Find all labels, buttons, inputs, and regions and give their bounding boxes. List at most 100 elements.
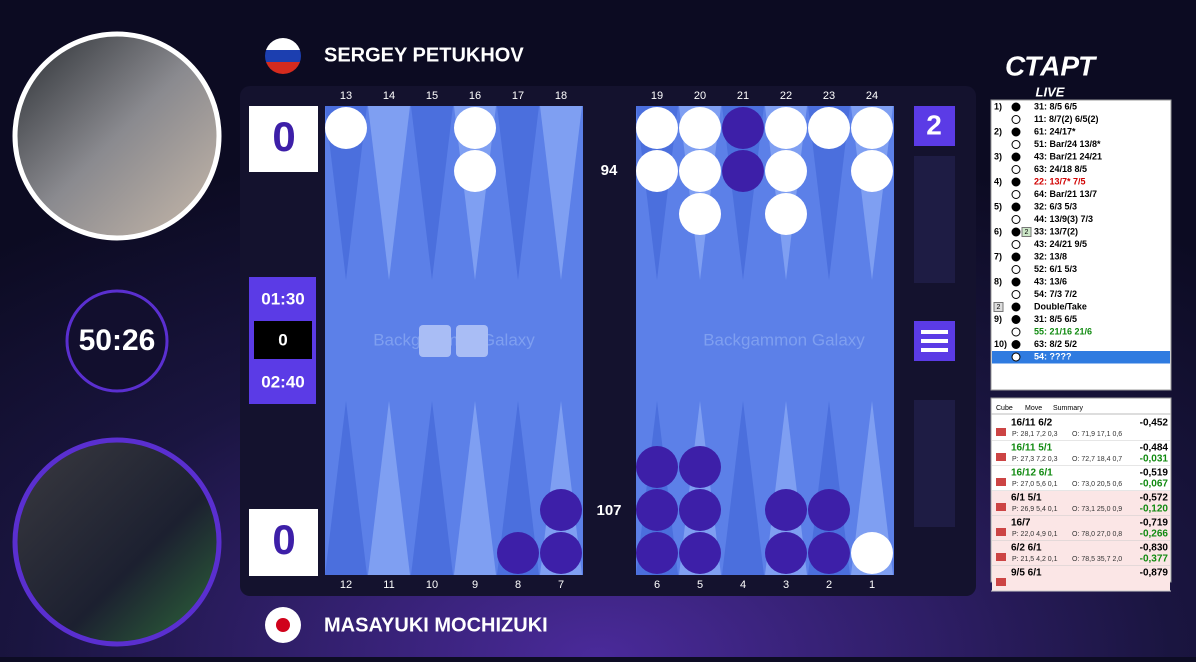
checker — [636, 150, 678, 192]
checker — [851, 107, 893, 149]
checker — [540, 489, 582, 531]
point-label: 16 — [469, 90, 481, 102]
analysis-diff: -0,266 — [1140, 529, 1169, 540]
point-label: 7 — [558, 579, 564, 591]
webcam-top — [12, 31, 222, 241]
point-triangle — [411, 106, 453, 280]
row-icon — [996, 453, 1006, 461]
point-label: 12 — [340, 579, 352, 591]
move-text: 44: 13/9(3) 7/3 — [1034, 214, 1093, 224]
point-label: 4 — [740, 579, 746, 591]
analysis-row — [992, 441, 1170, 466]
side-marker — [1011, 327, 1021, 337]
flag-japan-dot — [276, 618, 290, 632]
pip-count: 107 — [596, 502, 621, 519]
analysis-equity: -0,519 — [1140, 468, 1169, 479]
move-number: 8) — [994, 276, 1002, 286]
checker — [765, 193, 807, 235]
row-icon — [996, 578, 1006, 586]
side-marker — [1011, 277, 1021, 287]
checker — [765, 107, 807, 149]
analysis-row — [992, 566, 1170, 591]
analysis-tab[interactable]: Cube — [996, 405, 1013, 412]
checker — [497, 532, 539, 574]
side-marker — [1011, 102, 1021, 112]
side-marker — [1011, 240, 1021, 249]
point-label: 13 — [340, 90, 352, 102]
analysis-opponent: O: 78,0 27,0 0,8 — [1072, 531, 1122, 538]
checker — [808, 532, 850, 574]
point-label: 8 — [515, 579, 521, 591]
timer: 01:30 — [261, 289, 304, 308]
pip-count: 94 — [601, 162, 618, 179]
checker — [679, 446, 721, 488]
move-number: 1) — [994, 101, 1002, 111]
analysis-equity: -0,452 — [1140, 418, 1169, 429]
point-triangle — [540, 106, 582, 280]
logo-sub: LIVE — [1036, 84, 1065, 99]
point-label: 3 — [783, 579, 789, 591]
analysis-equity: -0,830 — [1140, 543, 1169, 554]
checker — [808, 489, 850, 531]
point-triangle — [411, 401, 453, 575]
side-marker — [1011, 190, 1021, 199]
point-triangle — [636, 106, 678, 280]
analysis-player: P: 26,9 5,4 0,1 — [1012, 506, 1058, 513]
analysis-row — [992, 416, 1170, 441]
side-marker — [1011, 177, 1021, 187]
point-triangle — [808, 401, 850, 575]
analysis-tab[interactable]: Move — [1025, 405, 1042, 412]
analysis-equity: -0,484 — [1140, 443, 1169, 454]
analysis-opponent: O: 78,5 35,7 2,0 — [1072, 556, 1122, 563]
score-box — [249, 509, 318, 576]
analysis-player: P: 27,3 7,2 0,3 — [1012, 456, 1058, 463]
logo: СТАРТ — [1005, 50, 1098, 81]
move-text: 32: 13/8 — [1034, 251, 1067, 261]
point-label: 5 — [697, 579, 703, 591]
checker — [851, 532, 893, 574]
point-label: 11 — [383, 579, 394, 591]
point-triangle — [368, 106, 410, 280]
checker — [679, 193, 721, 235]
checker — [765, 489, 807, 531]
point-label: 23 — [823, 90, 835, 102]
point-triangle — [325, 401, 367, 575]
analysis-diff: -0,120 — [1140, 504, 1169, 515]
side-marker — [1011, 265, 1021, 274]
analysis-equity: -0,719 — [1140, 518, 1169, 529]
side-marker — [1011, 227, 1021, 237]
side-marker — [1011, 290, 1021, 299]
checker — [722, 107, 764, 149]
point-triangle — [722, 401, 764, 575]
timer-middle: 0 — [278, 330, 287, 349]
point-label: 2 — [826, 579, 832, 591]
move-text: 63: 8/2 5/2 — [1034, 339, 1077, 349]
point-label: 6 — [654, 579, 660, 591]
analysis-opponent: O: 73,0 20,5 0,6 — [1072, 481, 1122, 488]
analysis-opponent: O: 72,7 18,4 0,7 — [1072, 456, 1122, 463]
move-text: 22: 13/7* 7/5 — [1034, 176, 1086, 186]
move-text: 61: 24/17* — [1034, 126, 1076, 136]
clock-ring — [65, 289, 169, 393]
move-text: 11: 8/7(2) 6/5(2) — [1034, 114, 1099, 124]
bear-off-slot — [914, 156, 955, 283]
analysis-move: 6/2 6/1 — [1011, 543, 1042, 554]
point-triangle — [325, 106, 367, 280]
side-marker — [1011, 202, 1021, 212]
checker — [808, 107, 850, 149]
point-triangle — [497, 401, 539, 575]
player-name: SERGEY PETUKHOV — [324, 44, 524, 66]
checker — [679, 532, 721, 574]
move-text: 55: 21/16 21/6 — [1034, 326, 1092, 336]
checker — [636, 107, 678, 149]
webcam-bottom — [12, 437, 222, 647]
board-half — [325, 106, 583, 575]
checker — [851, 150, 893, 192]
move-text: 33: 13/7(2) — [1034, 226, 1078, 236]
move-text: 52: 6/1 5/3 — [1034, 264, 1077, 274]
move-number: 2) — [994, 126, 1002, 136]
analysis-equity: -0,879 — [1140, 568, 1169, 579]
move-number: 9) — [994, 314, 1002, 324]
analysis-tab[interactable]: Summary — [1053, 405, 1083, 412]
menu-button[interactable] — [914, 321, 955, 361]
